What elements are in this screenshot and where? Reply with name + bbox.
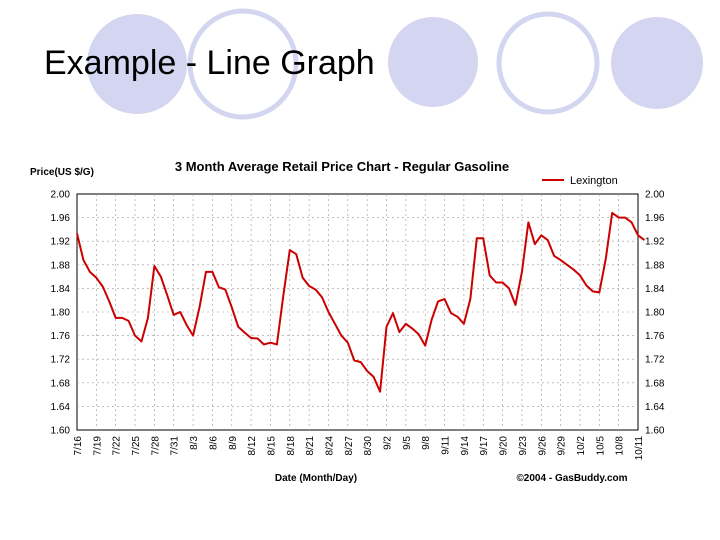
chart-title: 3 Month Average Retail Price Chart - Reg… [175, 159, 509, 174]
x-tick-label: 8/21 [305, 436, 316, 456]
x-tick-label: 9/17 [479, 436, 490, 456]
x-axis-title: Date (Month/Day) [275, 473, 357, 484]
y-tick-label-left: 1.84 [51, 284, 71, 295]
y-tick-label-right: 2.00 [645, 190, 665, 201]
y-tick-label-left: 1.76 [51, 331, 71, 342]
decor-circle-4 [496, 11, 600, 115]
x-tick-label: 8/12 [247, 436, 258, 456]
y-tick-label-right: 1.88 [645, 260, 665, 271]
decor-circle-2 [187, 8, 299, 120]
x-tick-label: 8/27 [344, 436, 355, 456]
x-tick-label: 8/15 [266, 436, 277, 456]
y-tick-label-right: 1.60 [645, 426, 665, 437]
y-tick-label-right: 1.64 [645, 402, 665, 413]
x-tick-label: 7/31 [170, 436, 181, 456]
decor-circle-3 [388, 17, 478, 107]
decor-circle-1 [87, 14, 187, 114]
x-ticks: 7/16 7/19 7/22 7/25 7/28 7/31 8/3 8/6 8/9 8/12 8/1… [73, 436, 645, 461]
x-tick-label: 10/5 [595, 436, 606, 456]
y-tick-label-right: 1.68 [645, 378, 665, 389]
slide-title: Example - Line Graph [44, 44, 375, 82]
y-tick-label-right: 1.96 [645, 213, 665, 224]
x-tick-label: 8/24 [324, 436, 335, 456]
y-tick-label-left: 1.96 [51, 213, 71, 224]
x-tick-label: 7/16 [73, 436, 84, 456]
x-tick-label: 8/30 [363, 436, 374, 456]
y-tick-label-right: 1.92 [645, 237, 665, 248]
grid [77, 194, 638, 430]
y-tick-label-right: 1.84 [645, 284, 665, 295]
decorative-circles [87, 8, 703, 120]
y-axis-title: Price(US $/G) [30, 167, 94, 178]
series-line-lexington [76, 211, 646, 393]
y-ticks-right: 2.00 1.96 1.92 1.88 1.84 1.80 1.76 1.72 1.68 1.64… [645, 190, 665, 437]
decor-circle-5 [611, 17, 703, 109]
x-tick-label: 9/26 [537, 436, 548, 456]
x-tick-label: 7/25 [131, 436, 142, 456]
x-tick-label: 9/29 [557, 436, 568, 456]
y-tick-label-right: 1.76 [645, 331, 665, 342]
x-tick-label: 8/9 [228, 436, 239, 450]
x-tick-label: 9/5 [402, 436, 413, 450]
x-tick-label: 9/11 [441, 436, 452, 455]
x-tick-label: 10/11 [634, 436, 645, 461]
y-tick-label-left: 1.64 [51, 402, 71, 413]
x-tick-label: 9/20 [499, 436, 510, 456]
y-tick-label-left: 1.68 [51, 378, 71, 389]
series-layer [76, 211, 646, 393]
legend: Lexington [542, 175, 618, 187]
x-tick-label: 9/23 [518, 436, 529, 456]
y-tick-label-left: 1.60 [51, 426, 71, 437]
x-tick-label: 8/6 [208, 436, 219, 450]
y-tick-label-left: 1.80 [51, 308, 71, 319]
y-tick-label-left: 1.88 [51, 260, 71, 271]
x-tick-label: 7/22 [112, 436, 123, 456]
x-tick-label: 9/14 [460, 436, 471, 456]
x-tick-label: 10/2 [576, 436, 587, 456]
x-tick-label: 8/3 [189, 436, 200, 450]
y-tick-label-left: 1.92 [51, 237, 71, 248]
y-ticks-left: 2.00 1.96 1.92 1.88 1.84 1.80 1.76 1.72 1.68 1.64… [51, 190, 71, 437]
x-tick-label: 9/2 [383, 436, 394, 450]
y-tick-label-left: 1.72 [51, 355, 71, 366]
x-tick-label: 10/8 [615, 436, 626, 456]
chart-credit: ©2004 - GasBuddy.com [516, 473, 627, 484]
y-tick-label-right: 1.72 [645, 355, 665, 366]
y-tick-label-right: 1.80 [645, 308, 665, 319]
legend-label: Lexington [570, 175, 618, 187]
x-tick-label: 7/19 [92, 436, 103, 456]
x-tick-label: 8/18 [286, 436, 297, 456]
x-tick-label: 9/8 [421, 436, 432, 450]
y-tick-label-left: 2.00 [51, 190, 71, 201]
x-tick-label: 7/28 [150, 436, 161, 456]
line-chart: Price(US $/G) 3 Month Average Retail Pri… [30, 159, 665, 484]
